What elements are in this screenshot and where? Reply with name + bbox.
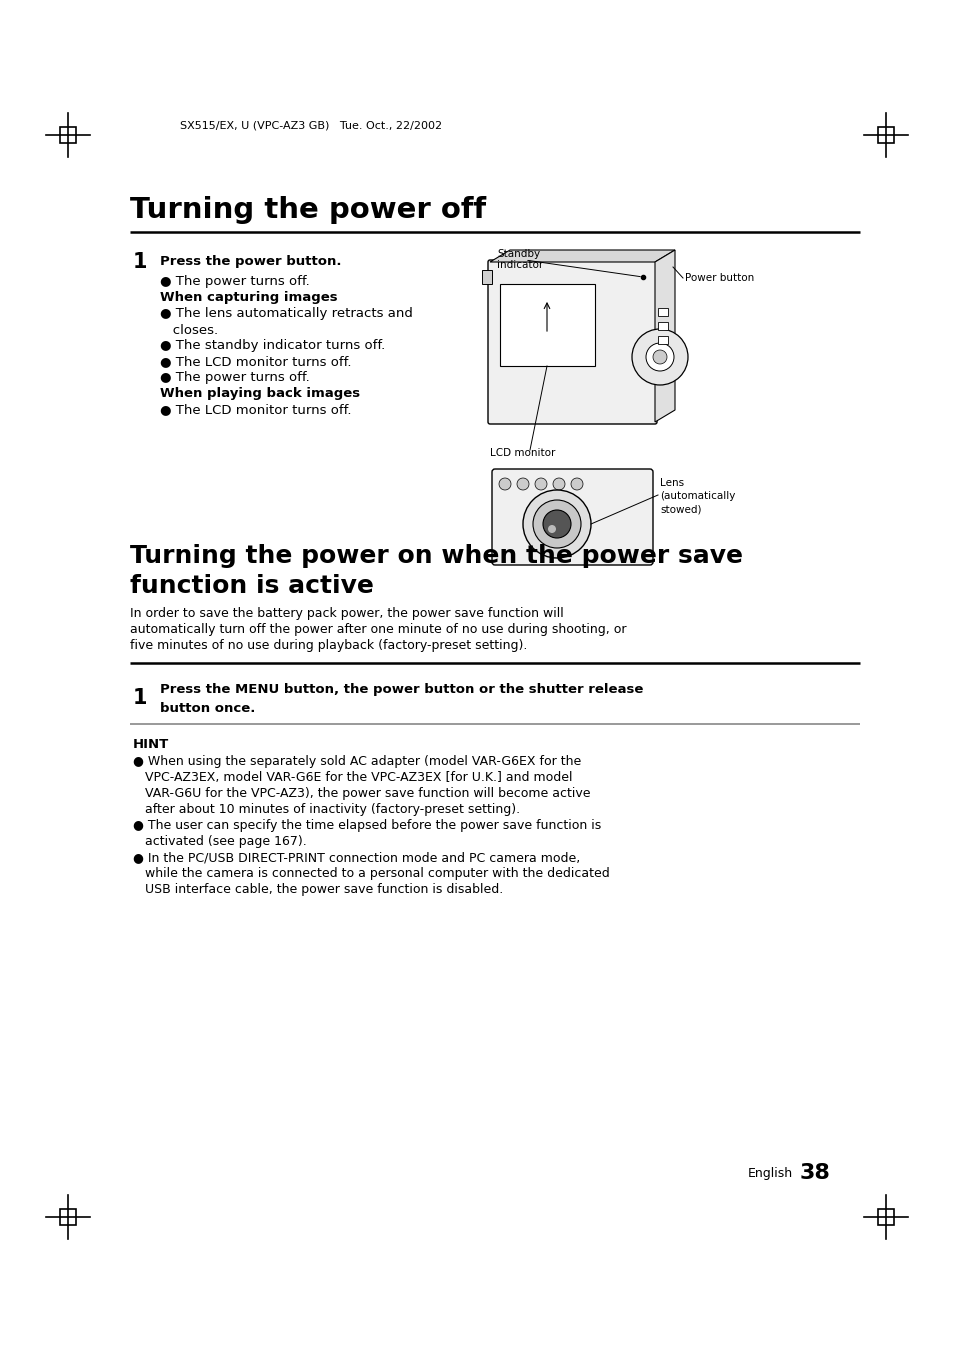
Text: ● The user can specify the time elapsed before the power save function is: ● The user can specify the time elapsed … <box>132 819 600 833</box>
Text: Turning the power off: Turning the power off <box>130 196 486 224</box>
Text: button once.: button once. <box>160 702 255 714</box>
Text: ● In the PC/USB DIRECT-PRINT connection mode and PC camera mode,: ● In the PC/USB DIRECT-PRINT connection … <box>132 852 579 864</box>
Text: HINT: HINT <box>132 737 169 750</box>
Text: Turning the power on when the power save: Turning the power on when the power save <box>130 544 742 568</box>
Text: after about 10 minutes of inactivity (factory-preset setting).: after about 10 minutes of inactivity (fa… <box>132 803 519 817</box>
Text: USB interface cable, the power save function is disabled.: USB interface cable, the power save func… <box>132 883 503 896</box>
Text: ● The power turns off.: ● The power turns off. <box>160 372 310 384</box>
Text: When playing back images: When playing back images <box>160 388 359 400</box>
Circle shape <box>522 489 590 558</box>
Text: Standby: Standby <box>497 249 539 260</box>
Text: Lens: Lens <box>659 479 683 488</box>
Bar <box>499 284 595 366</box>
Text: automatically turn off the power after one minute of no use during shooting, or: automatically turn off the power after o… <box>130 623 626 637</box>
Text: function is active: function is active <box>130 575 374 598</box>
Circle shape <box>535 479 546 489</box>
Circle shape <box>645 343 673 370</box>
Circle shape <box>533 500 580 548</box>
Text: activated (see page 167).: activated (see page 167). <box>132 836 307 849</box>
Circle shape <box>652 350 666 364</box>
Text: (automatically: (automatically <box>659 491 735 502</box>
Text: SX515/EX, U (VPC-AZ3 GB)   Tue. Oct., 22/2002: SX515/EX, U (VPC-AZ3 GB) Tue. Oct., 22/2… <box>180 120 441 130</box>
Bar <box>658 308 667 316</box>
Text: Power button: Power button <box>684 273 754 283</box>
Bar <box>481 270 492 284</box>
Bar <box>877 1209 893 1225</box>
Text: 1: 1 <box>132 251 148 272</box>
Text: ● The LCD monitor turns off.: ● The LCD monitor turns off. <box>160 356 351 369</box>
FancyBboxPatch shape <box>492 469 652 565</box>
FancyBboxPatch shape <box>488 260 657 425</box>
Circle shape <box>547 525 556 533</box>
Bar <box>877 127 893 143</box>
Text: ● The standby indicator turns off.: ● The standby indicator turns off. <box>160 339 385 353</box>
Circle shape <box>631 329 687 385</box>
Circle shape <box>498 479 511 489</box>
Circle shape <box>542 510 571 538</box>
Bar <box>60 1209 76 1225</box>
Text: while the camera is connected to a personal computer with the dedicated: while the camera is connected to a perso… <box>132 868 609 880</box>
Text: 38: 38 <box>800 1163 830 1183</box>
Text: ● The lens automatically retracts and: ● The lens automatically retracts and <box>160 307 413 320</box>
Text: English: English <box>747 1167 792 1179</box>
Text: stowed): stowed) <box>659 504 700 514</box>
Text: LCD monitor: LCD monitor <box>490 448 555 458</box>
Bar <box>658 337 667 343</box>
Polygon shape <box>655 250 675 422</box>
Text: When capturing images: When capturing images <box>160 292 337 304</box>
Circle shape <box>553 479 564 489</box>
Text: Press the MENU button, the power button or the shutter release: Press the MENU button, the power button … <box>160 684 642 696</box>
Text: Press the power button.: Press the power button. <box>160 256 341 269</box>
Text: ● The LCD monitor turns off.: ● The LCD monitor turns off. <box>160 403 351 416</box>
Text: VAR-G6U for the VPC-AZ3), the power save function will become active: VAR-G6U for the VPC-AZ3), the power save… <box>132 787 590 800</box>
Text: ● The power turns off.: ● The power turns off. <box>160 276 310 288</box>
Text: five minutes of no use during playback (factory-preset setting).: five minutes of no use during playback (… <box>130 639 527 653</box>
Text: ● When using the separately sold AC adapter (model VAR-G6EX for the: ● When using the separately sold AC adap… <box>132 756 580 768</box>
Text: VPC-AZ3EX, model VAR-G6E for the VPC-AZ3EX [for U.K.] and model: VPC-AZ3EX, model VAR-G6E for the VPC-AZ3… <box>132 772 572 784</box>
Polygon shape <box>490 250 675 262</box>
Text: 1: 1 <box>132 688 148 708</box>
Text: indicator: indicator <box>497 260 542 270</box>
Text: In order to save the battery pack power, the power save function will: In order to save the battery pack power,… <box>130 607 563 621</box>
Bar <box>60 127 76 143</box>
Circle shape <box>517 479 529 489</box>
Circle shape <box>571 479 582 489</box>
Bar <box>658 322 667 330</box>
Text: closes.: closes. <box>160 323 218 337</box>
